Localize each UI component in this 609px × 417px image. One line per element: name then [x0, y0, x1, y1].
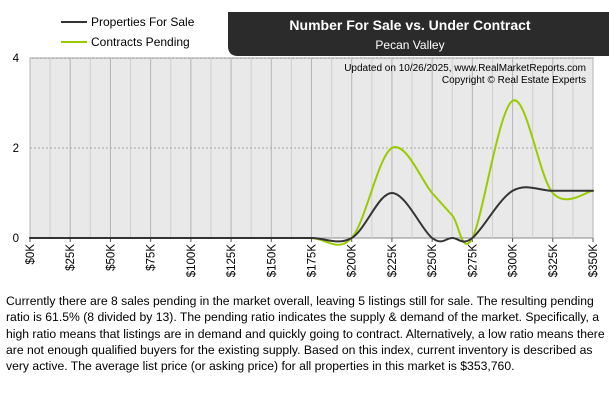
- x-tick-label: $25K: [65, 244, 77, 271]
- legend-label-properties-for-sale: Properties For Sale: [91, 15, 195, 29]
- x-tick-label: $125K: [226, 244, 238, 278]
- x-tick-label: $100K: [186, 244, 198, 278]
- x-tick-label: $0K: [25, 244, 37, 265]
- pending-ratio-chart: 024 $0K $25K $50K $75K $100K $125K $150K $175K $…: [13, 12, 609, 277]
- x-tick-label: $175K: [307, 244, 319, 278]
- x-tick-label: $325K: [548, 244, 560, 278]
- x-tick-label: $225K: [387, 244, 399, 278]
- title-banner: [228, 12, 609, 56]
- y-axis: 0 2 4: [13, 53, 20, 245]
- x-tick-label: $75K: [146, 244, 158, 271]
- x-tick-label: $150K: [266, 244, 278, 278]
- update-note: Updated on 10/26/2025, www.RealMarketRep…: [344, 63, 586, 74]
- x-tick-label: $250K: [427, 244, 439, 278]
- chart-title: Number For Sale vs. Under Contract: [289, 17, 531, 33]
- x-tick-label: $200K: [347, 244, 359, 278]
- x-tick-label: $300K: [508, 244, 520, 278]
- y-tick-label: 2: [13, 143, 19, 155]
- x-tick-label: $50K: [105, 244, 117, 271]
- y-tick-label: 0: [13, 233, 19, 245]
- copyright-note: Copyright © Real Estate Experts: [442, 75, 586, 86]
- x-axis: $0K $25K $50K $75K $100K $125K $150K $175K $200K…: [25, 238, 600, 277]
- market-summary-text: Currently there are 8 sales pending in t…: [6, 294, 605, 374]
- y-tick-label: 4: [13, 53, 20, 65]
- x-tick-label: $275K: [467, 244, 479, 278]
- legend-label-contracts-pending: Contracts Pending: [91, 35, 190, 49]
- x-tick-label: $350K: [588, 244, 600, 278]
- series-line-properties-for-sale: [29, 186, 594, 243]
- legend: Properties For Sale Contracts Pending: [61, 15, 195, 49]
- chart-subtitle: Pecan Valley: [375, 38, 444, 52]
- series-lines: [29, 99, 594, 246]
